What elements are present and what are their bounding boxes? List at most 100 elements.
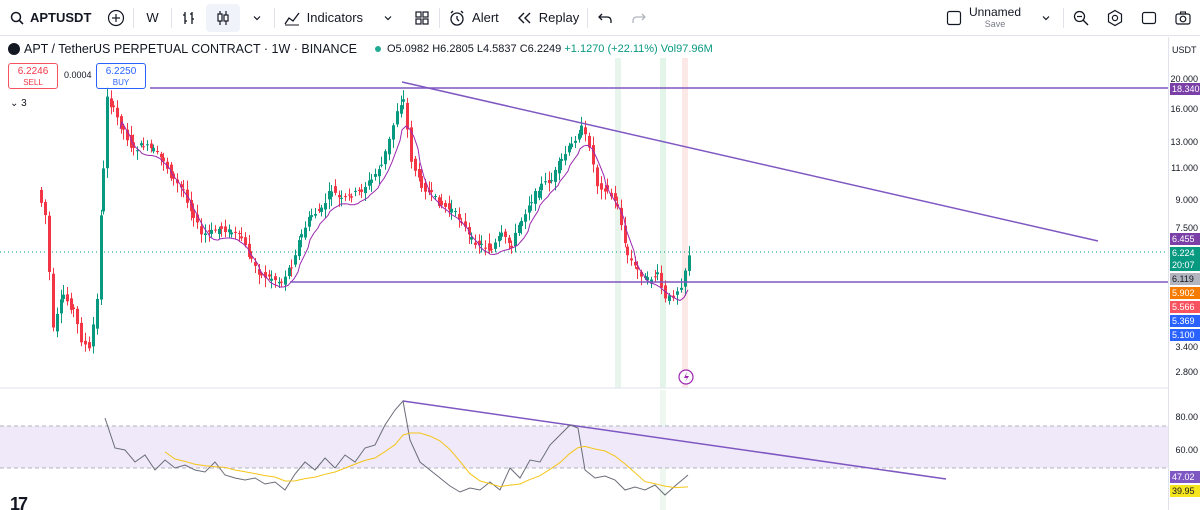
price-tag: 5.369 bbox=[1170, 315, 1200, 327]
candle-body bbox=[344, 196, 347, 198]
candle-body bbox=[604, 188, 607, 192]
candle-body bbox=[414, 158, 417, 171]
rsi-axis-label: 80.00 bbox=[1175, 412, 1198, 422]
candle-body bbox=[320, 207, 323, 212]
fullscreen-icon bbox=[1140, 9, 1158, 27]
candles-button[interactable] bbox=[205, 3, 240, 32]
checkbox-icon bbox=[945, 9, 963, 27]
price-axis-label: 3.400 bbox=[1175, 342, 1198, 352]
change-value: +1.1270 (+22.11%) bbox=[564, 43, 658, 55]
toolbar-divider bbox=[133, 7, 135, 28]
candle-body bbox=[494, 242, 497, 249]
candle-body bbox=[444, 203, 447, 207]
fullscreen-button[interactable] bbox=[1132, 0, 1166, 36]
candle-body bbox=[504, 231, 507, 237]
alert-button[interactable]: Alert bbox=[440, 0, 507, 36]
candle-body bbox=[280, 281, 283, 283]
candle-body bbox=[234, 231, 237, 233]
candle-body bbox=[228, 229, 231, 233]
quick-search-button[interactable] bbox=[1064, 0, 1098, 36]
price-tag: 5.902 bbox=[1170, 287, 1200, 299]
sell-button[interactable]: 6.2246 SELL bbox=[8, 63, 58, 89]
candle-body bbox=[264, 272, 267, 278]
tradingview-logo: 17 bbox=[10, 494, 28, 510]
buy-button[interactable]: 6.2250 BUY bbox=[96, 63, 146, 89]
candle-body bbox=[544, 181, 547, 183]
price-tag: 5.566 bbox=[1170, 301, 1200, 313]
candle-body bbox=[514, 232, 517, 247]
candle-body bbox=[70, 298, 73, 310]
candle-body bbox=[554, 169, 557, 182]
candle-body bbox=[448, 203, 451, 210]
candle-body bbox=[44, 202, 47, 216]
indicators-dropdown[interactable] bbox=[371, 0, 405, 36]
chart-type-dropdown[interactable] bbox=[240, 0, 274, 36]
candle-body bbox=[592, 145, 595, 165]
chevron-down-icon bbox=[248, 9, 266, 27]
candle-body bbox=[424, 182, 427, 192]
alarm-clock-icon bbox=[448, 9, 466, 27]
symbol-title[interactable]: APT / TetherUS PERPETUAL CONTRACT · 1W ·… bbox=[24, 42, 357, 56]
indicators-button[interactable]: Indicators bbox=[275, 0, 371, 36]
settings-button[interactable] bbox=[1098, 0, 1132, 36]
replay-button[interactable]: Replay bbox=[507, 0, 587, 36]
candle-body bbox=[510, 245, 513, 248]
rsi-trendline bbox=[402, 400, 947, 480]
candle-body bbox=[52, 273, 55, 328]
bar-style-button[interactable] bbox=[172, 0, 206, 36]
candle-body bbox=[304, 227, 307, 238]
candle-body bbox=[146, 144, 149, 146]
buy-label: BUY bbox=[112, 78, 130, 87]
compare-button[interactable] bbox=[99, 0, 133, 36]
interval-button[interactable]: W bbox=[134, 0, 170, 36]
layout-name-button[interactable]: Unnamed Save bbox=[937, 0, 1029, 36]
candle-body bbox=[324, 203, 327, 210]
candle-body bbox=[588, 135, 591, 148]
candle-body bbox=[434, 196, 437, 198]
candle-body bbox=[528, 205, 531, 213]
symbol-label: APTUSDT bbox=[30, 10, 92, 25]
candle-body bbox=[480, 243, 483, 245]
redo-button[interactable] bbox=[622, 0, 656, 36]
candle-body bbox=[240, 236, 243, 239]
low-value: L4.5837 bbox=[476, 43, 517, 55]
candle-body bbox=[60, 299, 63, 314]
snapshot-button[interactable] bbox=[1166, 0, 1200, 36]
candle-body bbox=[384, 151, 387, 165]
templates-button[interactable] bbox=[405, 0, 439, 36]
symbol-search[interactable]: APTUSDT bbox=[0, 0, 99, 36]
open-value: O5.0982 bbox=[386, 43, 430, 55]
candle-body bbox=[548, 179, 551, 184]
candle-body bbox=[684, 270, 687, 287]
candle-body bbox=[270, 278, 273, 281]
candle-body bbox=[360, 189, 363, 192]
replay-label: Replay bbox=[538, 10, 580, 25]
candle-body bbox=[92, 324, 95, 347]
undo-button[interactable] bbox=[588, 0, 622, 36]
candle-body bbox=[568, 145, 571, 153]
candle-body bbox=[340, 197, 343, 199]
zoom-search-icon bbox=[1072, 9, 1090, 27]
candle-body bbox=[150, 143, 153, 149]
price-chart[interactable] bbox=[0, 37, 1168, 510]
candle-body bbox=[620, 207, 623, 226]
candle-body bbox=[238, 233, 241, 235]
candle-body bbox=[520, 220, 523, 227]
session-highlight-band bbox=[660, 58, 666, 388]
candle-body bbox=[490, 248, 493, 250]
price-axis[interactable]: USDT 20.000 16.000 13.000 11.000 9.000 7.500 3… bbox=[1168, 37, 1200, 510]
bars-icon bbox=[180, 9, 198, 27]
candle-body bbox=[300, 234, 303, 238]
layout-dropdown[interactable] bbox=[1029, 0, 1063, 36]
price-tag: 5.100 bbox=[1170, 329, 1200, 341]
rsi-line bbox=[104, 399, 689, 496]
price-axis-label: 16.000 bbox=[1170, 104, 1198, 114]
exchange-logo-icon bbox=[8, 43, 20, 55]
candle-body bbox=[524, 214, 527, 222]
candle-body bbox=[250, 255, 253, 259]
candle-body bbox=[230, 232, 233, 235]
indicators-collapse-toggle[interactable]: ⌄ 3 bbox=[10, 98, 27, 109]
candle-body bbox=[354, 190, 357, 192]
spread-value: 0.0004 bbox=[64, 70, 92, 80]
candle-body bbox=[644, 276, 647, 278]
